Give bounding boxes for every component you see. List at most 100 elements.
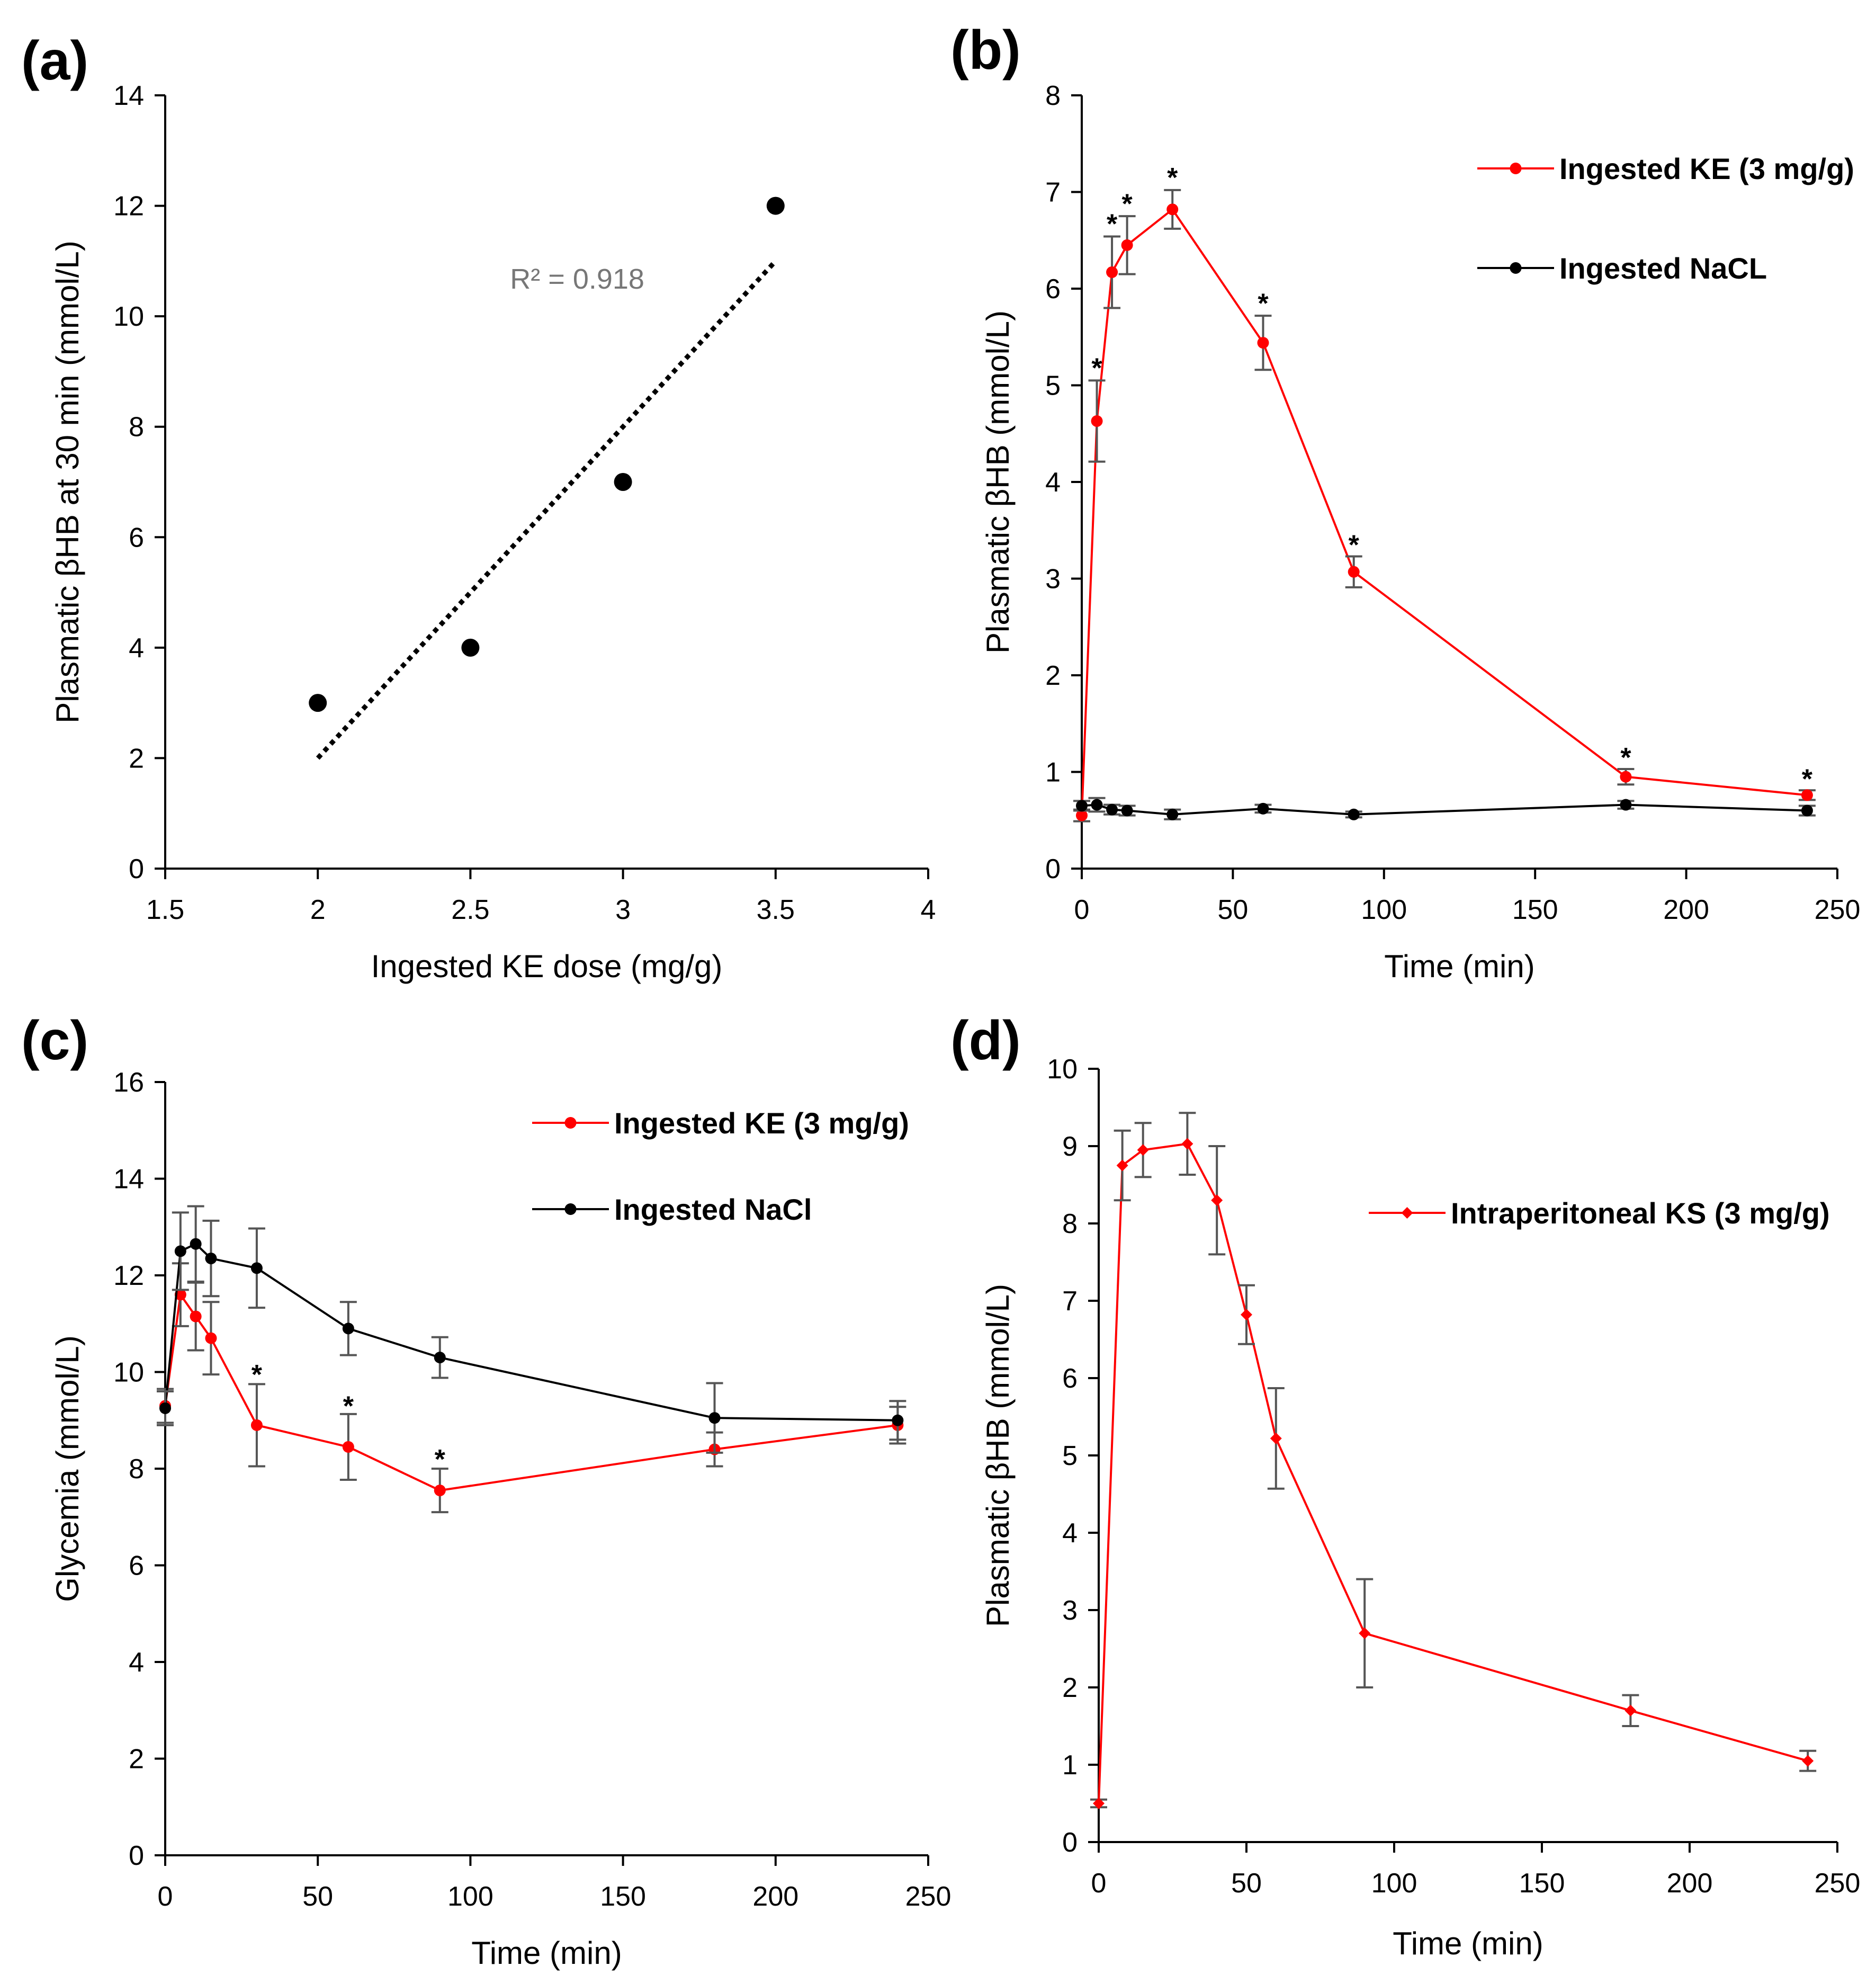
panel-c-x-tick-label: 50 bbox=[302, 1881, 333, 1912]
panel-d-series-0-data-point bbox=[1211, 1194, 1223, 1207]
panel-b-series-1-data-point bbox=[1076, 800, 1088, 812]
panel-b-y-tick-label: 5 bbox=[1045, 371, 1061, 401]
panel-b-series-0-data-point bbox=[1801, 789, 1813, 801]
panel-d-y-tick-label: 6 bbox=[1062, 1363, 1078, 1394]
panel-c-series-0-data-point bbox=[250, 1419, 263, 1431]
panel-c-x-tick-label: 150 bbox=[600, 1881, 646, 1912]
panel-c-series-0-data-point bbox=[434, 1485, 446, 1497]
panel-b-significance-star: * bbox=[1107, 209, 1118, 240]
panel-c-series-0-data-point bbox=[342, 1441, 354, 1453]
panel-d-label: (d) bbox=[950, 1010, 1021, 1071]
panel-c-y-tick-label: 4 bbox=[129, 1647, 144, 1678]
panel-b-significance-star: * bbox=[1349, 530, 1360, 561]
panel-a-y-tick-label: 8 bbox=[129, 412, 144, 443]
panel-a-x-tick-label: 4 bbox=[921, 895, 936, 925]
panel-a-x-tick-label: 3.5 bbox=[757, 895, 795, 925]
panel-b-x-tick-label: 250 bbox=[1815, 895, 1861, 925]
panel-c-y-tick-label: 12 bbox=[113, 1261, 144, 1291]
panel-b-y-tick-label: 7 bbox=[1045, 177, 1061, 208]
panel-d-series-0-data-point bbox=[1116, 1159, 1128, 1172]
panel-d-series-0-line bbox=[1098, 1142, 1808, 1804]
panel-a-y-tick-label: 12 bbox=[113, 191, 144, 222]
chart-b: 0 50 100 150 200 250 0 1 2 3 4 5 6 7 8 Time (min) Plasma… bbox=[980, 81, 1860, 984]
panel-b-series-1-data-point bbox=[1121, 805, 1133, 817]
panel-b-series-1-data-point bbox=[1348, 808, 1360, 820]
panel-b-x-tick-label: 150 bbox=[1512, 895, 1558, 925]
panel-d-x-tick-label: 100 bbox=[1371, 1868, 1417, 1899]
panel-c-series-1-data-point bbox=[892, 1414, 904, 1426]
panel-c-label: (c) bbox=[21, 1010, 88, 1071]
panel-c-x-tick-label: 0 bbox=[158, 1881, 173, 1912]
panel-b-significance-star: * bbox=[1167, 163, 1178, 193]
panel-d-y-tick-label: 4 bbox=[1062, 1518, 1078, 1549]
panel-c-y-tick-label: 0 bbox=[129, 1840, 144, 1871]
panel-c-series-0-data-point bbox=[205, 1332, 217, 1344]
panel-b-series-0-data-point bbox=[1106, 266, 1118, 278]
panel-d-series-0-data-point bbox=[1137, 1144, 1149, 1156]
panel-b-significance-star: * bbox=[1091, 353, 1102, 384]
panel-c-y-tick-label: 14 bbox=[113, 1164, 144, 1195]
panel-b-series-1-data-point bbox=[1166, 808, 1179, 820]
panel-d-y-tick-label: 7 bbox=[1062, 1286, 1078, 1317]
panel-b-series-1-data-point bbox=[1620, 799, 1632, 811]
panel-b-series-0-data-point bbox=[1166, 203, 1179, 216]
panel-d-y-tick-label: 1 bbox=[1062, 1750, 1078, 1781]
panel-a-y-tick-label: 0 bbox=[129, 854, 144, 884]
panel-b-x-tick-label: 100 bbox=[1361, 895, 1407, 925]
panel-b-legend-marker-1 bbox=[1510, 262, 1522, 274]
panel-c-series-1-data-point bbox=[174, 1245, 186, 1257]
panel-b-y-tick-label: 4 bbox=[1045, 467, 1061, 498]
panel-b-series-0-data-point bbox=[1091, 415, 1103, 427]
panel-a-x-tick-label: 2 bbox=[310, 895, 326, 925]
panel-a-data-point bbox=[766, 196, 785, 215]
panel-a-y-tick-label: 6 bbox=[129, 522, 144, 553]
panel-c-significance-star: * bbox=[435, 1444, 446, 1475]
panel-a-x-tick-label: 2.5 bbox=[451, 895, 489, 925]
panel-d-series-0-data-point bbox=[1093, 1798, 1105, 1809]
panel-a-r-squared-annotation: R² = 0.918 bbox=[510, 263, 644, 295]
panel-d-x-tick-label: 200 bbox=[1667, 1868, 1713, 1899]
panel-a-label: (a) bbox=[21, 30, 88, 92]
panel-c-y-tick-label: 6 bbox=[129, 1551, 144, 1581]
panel-a-y-tick-label: 14 bbox=[113, 81, 144, 111]
panel-d-x-tick-label: 150 bbox=[1519, 1868, 1565, 1899]
panel-c-y-tick-label: 8 bbox=[129, 1454, 144, 1485]
panel-c-significance-star: * bbox=[343, 1391, 354, 1422]
panel-a-x-tick-label: 1.5 bbox=[146, 895, 184, 925]
panel-d-y-tick-label: 8 bbox=[1062, 1209, 1078, 1239]
panel-b-y-tick-label: 8 bbox=[1045, 81, 1061, 111]
panel-d-x-axis-label: Time (min) bbox=[1393, 1926, 1543, 1961]
panel-a-x-axis-label: Ingested KE dose (mg/g) bbox=[371, 949, 723, 984]
panel-d-y-tick-label: 10 bbox=[1047, 1054, 1078, 1085]
chart-d: 0 50 100 150 200 250 0 1 2 3 4 5 6 7 8 9 10 Time (min) Pla… bbox=[980, 1054, 1860, 1961]
panel-b-series-0-data-point bbox=[1620, 771, 1632, 783]
panel-d-series-0-data-point bbox=[1624, 1704, 1637, 1717]
panel-b-y-tick-label: 2 bbox=[1045, 660, 1061, 691]
panel-c-x-tick-label: 250 bbox=[905, 1881, 952, 1912]
panel-b-series-1-data-point bbox=[1257, 802, 1269, 815]
panel-c-series-1-data-point bbox=[708, 1412, 721, 1424]
panel-c-legend-marker-0 bbox=[564, 1117, 577, 1129]
panel-c-legend-label-1: Ingested NaCl bbox=[614, 1193, 812, 1226]
panel-c-legend-label-0: Ingested KE (3 mg/g) bbox=[614, 1106, 909, 1140]
panel-d-y-tick-label: 9 bbox=[1062, 1131, 1078, 1162]
panel-b-series-0-data-point bbox=[1348, 566, 1360, 578]
panel-b-significance-star: * bbox=[1802, 764, 1813, 794]
panel-d-series-0-data-point bbox=[1359, 1627, 1371, 1639]
panel-a-data-point bbox=[309, 694, 327, 712]
panel-a-y-tick-label: 10 bbox=[113, 301, 144, 332]
panel-c-significance-star: * bbox=[252, 1360, 263, 1390]
panel-c-x-tick-label: 100 bbox=[447, 1881, 493, 1912]
panel-b-series-0-data-point bbox=[1121, 239, 1133, 251]
panel-b-series-0-data-point bbox=[1257, 337, 1269, 349]
panel-b-series-1-data-point bbox=[1091, 799, 1103, 811]
panel-b-significance-star: * bbox=[1620, 743, 1631, 773]
panel-c-x-tick-label: 200 bbox=[752, 1881, 798, 1912]
panel-b-legend-label-1: Ingested NaCL bbox=[1559, 252, 1767, 285]
panel-b-series-1-data-point bbox=[1801, 805, 1813, 817]
panel-c-y-tick-label: 10 bbox=[113, 1357, 144, 1388]
chart-c: 0 50 100 150 200 250 0 2 4 6 8 10 12 14 16 Time (min) Gl… bbox=[50, 1067, 951, 1971]
panel-b-label: (b) bbox=[950, 20, 1021, 81]
panel-d-series-0-data-point bbox=[1181, 1138, 1193, 1150]
